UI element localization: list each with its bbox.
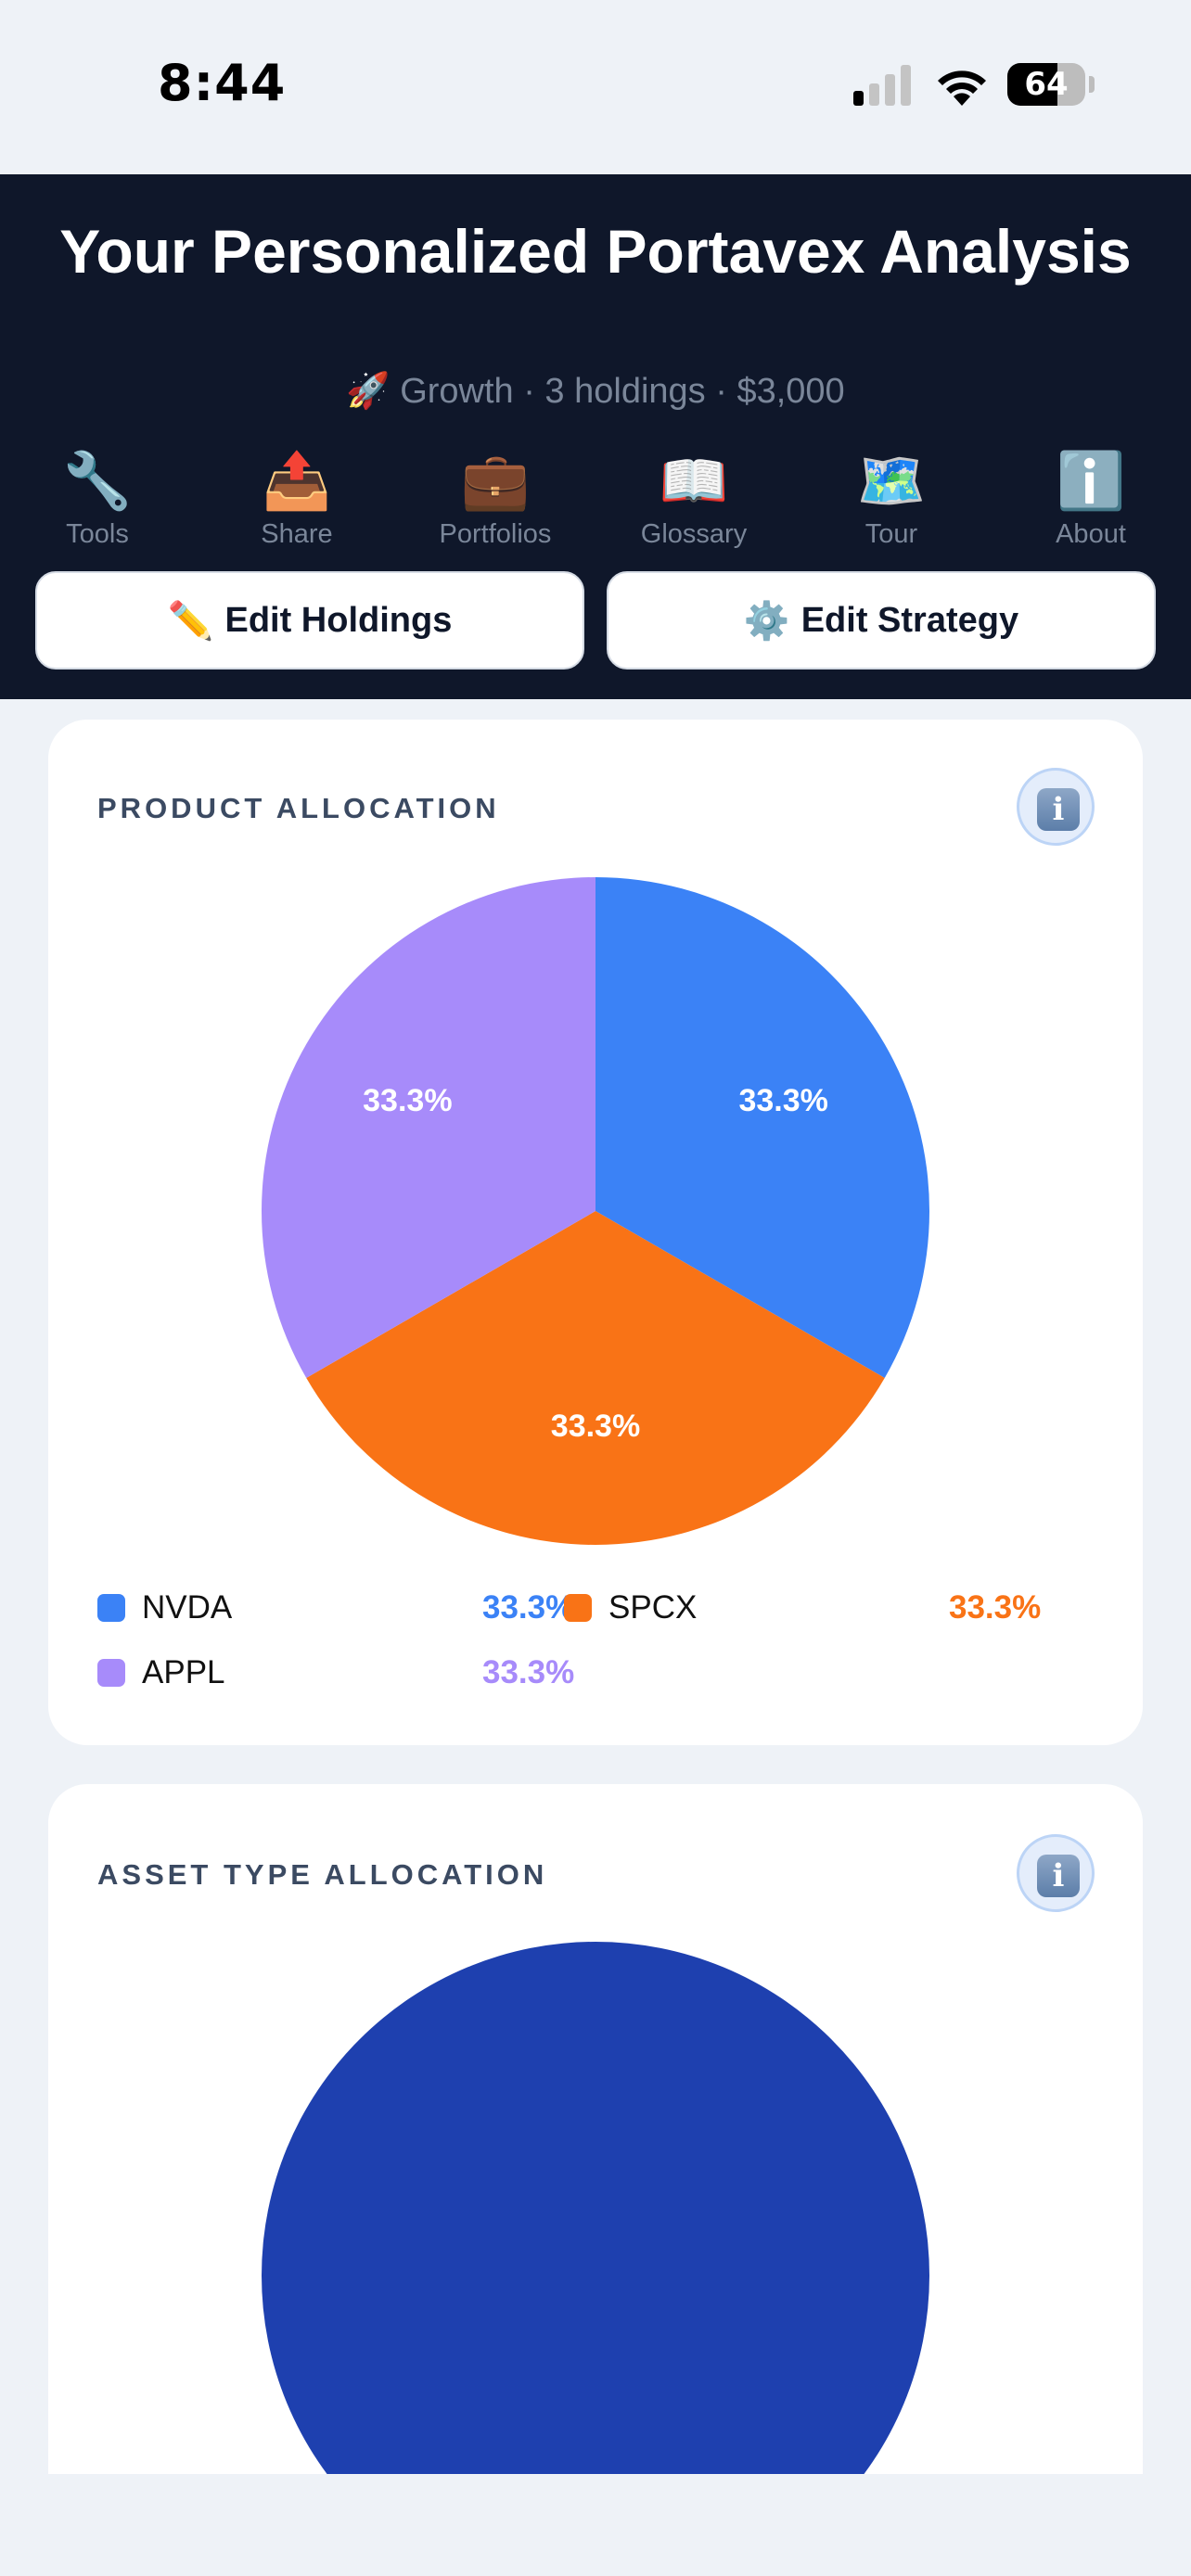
briefcase-icon: 💼	[460, 450, 531, 512]
pencil-icon: ✏️	[167, 600, 214, 642]
cellular-signal-icon	[853, 65, 911, 106]
status-time: 8:44	[158, 54, 287, 112]
info-icon: i	[1037, 788, 1080, 831]
gear-icon: ⚙️	[743, 600, 790, 642]
pie-data-label: 33.3%	[551, 1409, 640, 1444]
legend-value: 33.3%	[482, 1589, 575, 1626]
pie-data-label: 33.3%	[738, 1083, 827, 1118]
legend-item-appl: APPL 33.3%	[97, 1649, 574, 1695]
info-icon: ℹ️	[1056, 450, 1126, 512]
edit-holdings-label: Edit Holdings	[224, 600, 453, 640]
edit-holdings-button[interactable]: ✏️ Edit Holdings	[35, 571, 584, 670]
nav-about[interactable]: ℹ️ About	[998, 449, 1184, 550]
legend-swatch	[97, 1594, 125, 1622]
nav-label: Tour	[864, 519, 918, 549]
nav-share[interactable]: 📤 Share	[204, 449, 390, 550]
pie-slice-spcx	[306, 1211, 885, 1545]
info-icon: i	[1037, 1855, 1080, 1897]
wrench-icon: 🔧	[62, 450, 133, 512]
nav-label: Tools	[66, 519, 129, 549]
outbox-tray-icon: 📤	[262, 450, 332, 512]
nav-portfolios[interactable]: 💼 Portfolios	[403, 449, 588, 550]
pie-slice-slice	[262, 1942, 929, 2474]
open-book-icon: 📖	[659, 450, 729, 512]
legend-swatch	[97, 1659, 125, 1687]
app-header: Your Personalized Portavex Analysis 🚀 Gr…	[0, 174, 1191, 699]
rocket-icon: 🚀	[346, 372, 391, 411]
asset-type-allocation-info-button[interactable]: i	[1017, 1834, 1095, 1912]
edit-strategy-button[interactable]: ⚙️ Edit Strategy	[607, 571, 1156, 670]
card-title: PRODUCT ALLOCATION	[97, 792, 500, 824]
pie-data-label: 33.3%	[363, 1083, 452, 1118]
legend-label: APPL	[142, 1654, 225, 1690]
card-title: ASSET TYPE ALLOCATION	[97, 1858, 548, 1891]
status-bar: 8:44 64	[0, 0, 1191, 174]
legend-label: SPCX	[608, 1589, 698, 1626]
nav-label: About	[1056, 519, 1126, 549]
nav-label: Share	[261, 519, 333, 549]
nav-label: Glossary	[640, 519, 748, 549]
toolbar-nav: 🔧 Tools 📤 Share 💼 Portfolios 📖 Glossary …	[0, 449, 1191, 556]
page-title: Your Personalized Portavex Analysis	[59, 217, 1132, 286]
asset-type-allocation-pie-chart	[262, 1942, 929, 2474]
legend-label: NVDA	[142, 1589, 233, 1626]
legend-swatch	[564, 1594, 592, 1622]
battery-fill	[1007, 63, 1057, 106]
legend-item-spcx: SPCX 33.3%	[564, 1584, 1041, 1630]
world-map-icon: 🗺️	[856, 450, 927, 512]
nav-tools[interactable]: 🔧 Tools	[5, 449, 190, 550]
edit-strategy-label: Edit Strategy	[800, 600, 1019, 640]
battery-tip	[1089, 76, 1095, 93]
legend-item-nvda: NVDA 33.3%	[97, 1584, 574, 1630]
pie-slice-nvda	[596, 877, 930, 1378]
nav-label: Portfolios	[439, 519, 552, 549]
portfolio-summary: 🚀 Growth · 3 holdings · $3,000	[0, 371, 1191, 412]
product-allocation-pie-chart: 33.3% 33.3% 33.3%	[262, 877, 930, 1545]
nav-glossary[interactable]: 📖 Glossary	[601, 449, 787, 550]
battery-icon: 64	[1007, 63, 1085, 106]
battery-percentage: 64	[1024, 66, 1069, 103]
legend-value: 33.3%	[949, 1589, 1042, 1626]
portfolio-summary-text: Growth · 3 holdings · $3,000	[400, 372, 845, 411]
bottom-safe-area	[0, 2474, 1191, 2576]
wifi-icon	[938, 70, 986, 106]
pie-slice-appl	[262, 877, 596, 1378]
product-allocation-card: PRODUCT ALLOCATION i 33.3% 33.3% 33.3% NVD…	[48, 720, 1143, 1745]
asset-type-allocation-card: ASSET TYPE ALLOCATION i	[48, 1784, 1143, 2576]
legend-value: 33.3%	[482, 1654, 575, 1690]
product-allocation-info-button[interactable]: i	[1017, 768, 1095, 846]
nav-tour[interactable]: 🗺️ Tour	[799, 449, 984, 550]
